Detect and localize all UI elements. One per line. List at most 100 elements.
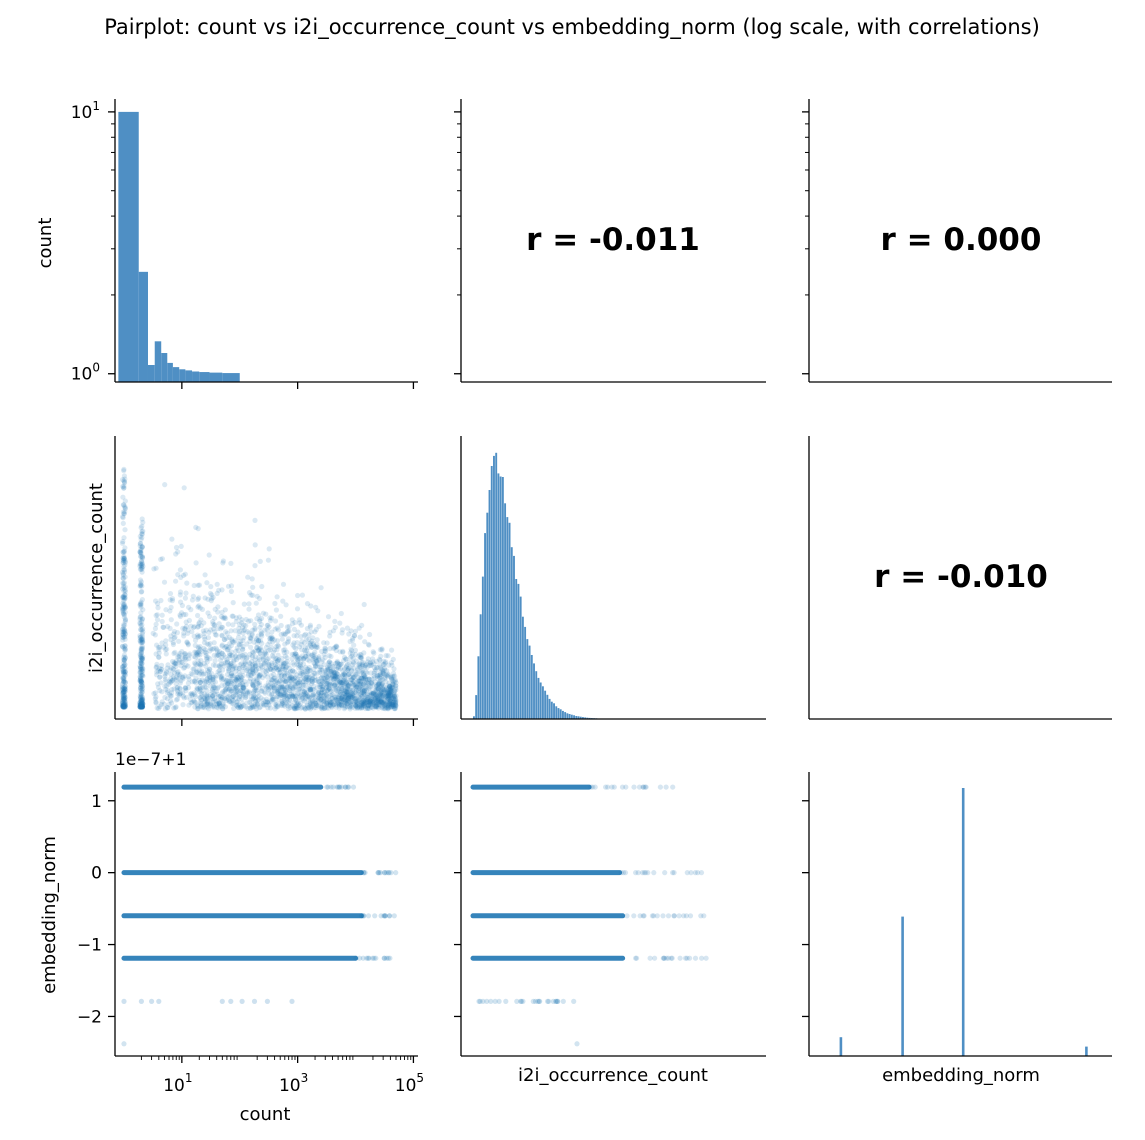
scatter-point — [358, 675, 364, 681]
scatter-point — [389, 685, 395, 691]
scatter-point — [337, 784, 343, 790]
scatter-point — [377, 664, 383, 671]
scatter-point — [286, 624, 292, 630]
scatter-point — [301, 674, 307, 680]
scatter-point — [347, 704, 353, 710]
scatter-point — [271, 687, 277, 694]
scatter-point — [253, 685, 259, 691]
scatter-point — [215, 604, 221, 610]
scatter-point — [319, 659, 325, 665]
scatter-point — [259, 685, 265, 691]
scatter-point — [319, 689, 325, 696]
scatter-point — [122, 662, 128, 668]
scatter-point — [334, 687, 340, 693]
scatter-point — [195, 703, 201, 710]
scatter-point — [269, 639, 276, 645]
scatter-point — [310, 686, 316, 692]
scatter-point — [360, 695, 366, 702]
scatter-point — [121, 601, 128, 608]
scatter-point — [323, 669, 329, 675]
scatter-point — [122, 617, 128, 623]
scatter-point — [297, 661, 304, 667]
scatter-point — [121, 604, 127, 610]
scatter-point — [331, 702, 337, 708]
scatter-point — [381, 705, 387, 712]
scatter-point — [175, 549, 181, 555]
scatter-point — [234, 677, 240, 684]
scatter-point — [372, 691, 378, 697]
scatter-point — [363, 687, 370, 694]
scatter-point — [301, 656, 307, 662]
scatter-point — [177, 613, 183, 620]
scatter-point — [120, 520, 126, 527]
scatter-point — [292, 681, 298, 687]
scatter-point — [386, 696, 392, 702]
scatter-point — [371, 650, 377, 656]
scatter-point — [138, 600, 144, 607]
scatter-point — [252, 663, 258, 669]
scatter-point — [282, 693, 288, 699]
scatter-point — [120, 631, 126, 638]
scatter-point — [219, 650, 225, 656]
scatter-point — [389, 674, 396, 680]
scatter-point — [378, 696, 384, 702]
scatter-point — [275, 643, 281, 650]
scatter-point — [379, 697, 385, 703]
scatter-point — [387, 689, 393, 695]
scatter-point — [121, 626, 127, 633]
scatter-point — [139, 544, 145, 550]
scatter-point — [259, 640, 265, 647]
scatter-point — [139, 700, 145, 706]
scatter-point — [382, 913, 388, 919]
scatter-point — [372, 696, 378, 702]
scatter-point — [230, 613, 236, 619]
scatter-point — [326, 659, 332, 665]
scatter-point — [359, 693, 365, 700]
scatter-point — [140, 637, 146, 643]
scatter-point — [178, 659, 184, 665]
scatter-point — [279, 663, 285, 670]
scatter-point — [121, 689, 127, 695]
scatter-point — [391, 690, 397, 696]
scatter-point — [296, 665, 302, 671]
scatter-point — [192, 661, 198, 668]
scatter-point — [390, 673, 396, 679]
scatter-point — [356, 691, 362, 697]
scatter-point — [195, 706, 201, 712]
scatter-point — [121, 698, 127, 704]
scatter-point — [278, 691, 284, 697]
scatter-point — [120, 693, 127, 699]
scatter-point — [344, 696, 350, 702]
scatter-point — [120, 509, 126, 515]
scatter-point — [365, 700, 372, 706]
scatter-point — [266, 702, 272, 708]
scatter-point — [210, 675, 216, 681]
scatter-point — [272, 666, 278, 672]
scatter-point — [121, 658, 127, 664]
scatter-point — [164, 646, 170, 652]
scatter-point — [168, 679, 174, 685]
scatter-point — [176, 657, 182, 663]
scatter-point — [388, 690, 394, 696]
scatter-point — [332, 672, 338, 678]
scatter-point — [374, 673, 380, 680]
scatter-point — [647, 955, 653, 961]
scatter-point — [292, 675, 298, 681]
scatter-point — [315, 697, 321, 703]
scatter-point — [120, 692, 126, 699]
scatter-point — [387, 693, 393, 699]
scatter-point — [333, 702, 339, 708]
scatter-point — [121, 660, 127, 666]
scatter-point — [153, 651, 159, 657]
scatter-point — [345, 672, 351, 678]
scatter-point — [313, 677, 319, 684]
scatter-point — [347, 650, 353, 656]
scatter-point — [192, 660, 198, 666]
scatter-point — [228, 628, 234, 634]
scatter-point — [279, 684, 286, 690]
scatter-point — [376, 702, 382, 708]
scatter-point — [362, 639, 368, 645]
scatter-point — [682, 955, 689, 961]
scatter-point — [377, 697, 384, 704]
scatter-point — [345, 691, 351, 697]
